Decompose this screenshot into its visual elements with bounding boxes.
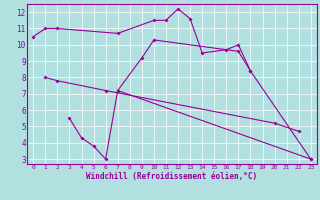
- X-axis label: Windchill (Refroidissement éolien,°C): Windchill (Refroidissement éolien,°C): [86, 172, 258, 181]
